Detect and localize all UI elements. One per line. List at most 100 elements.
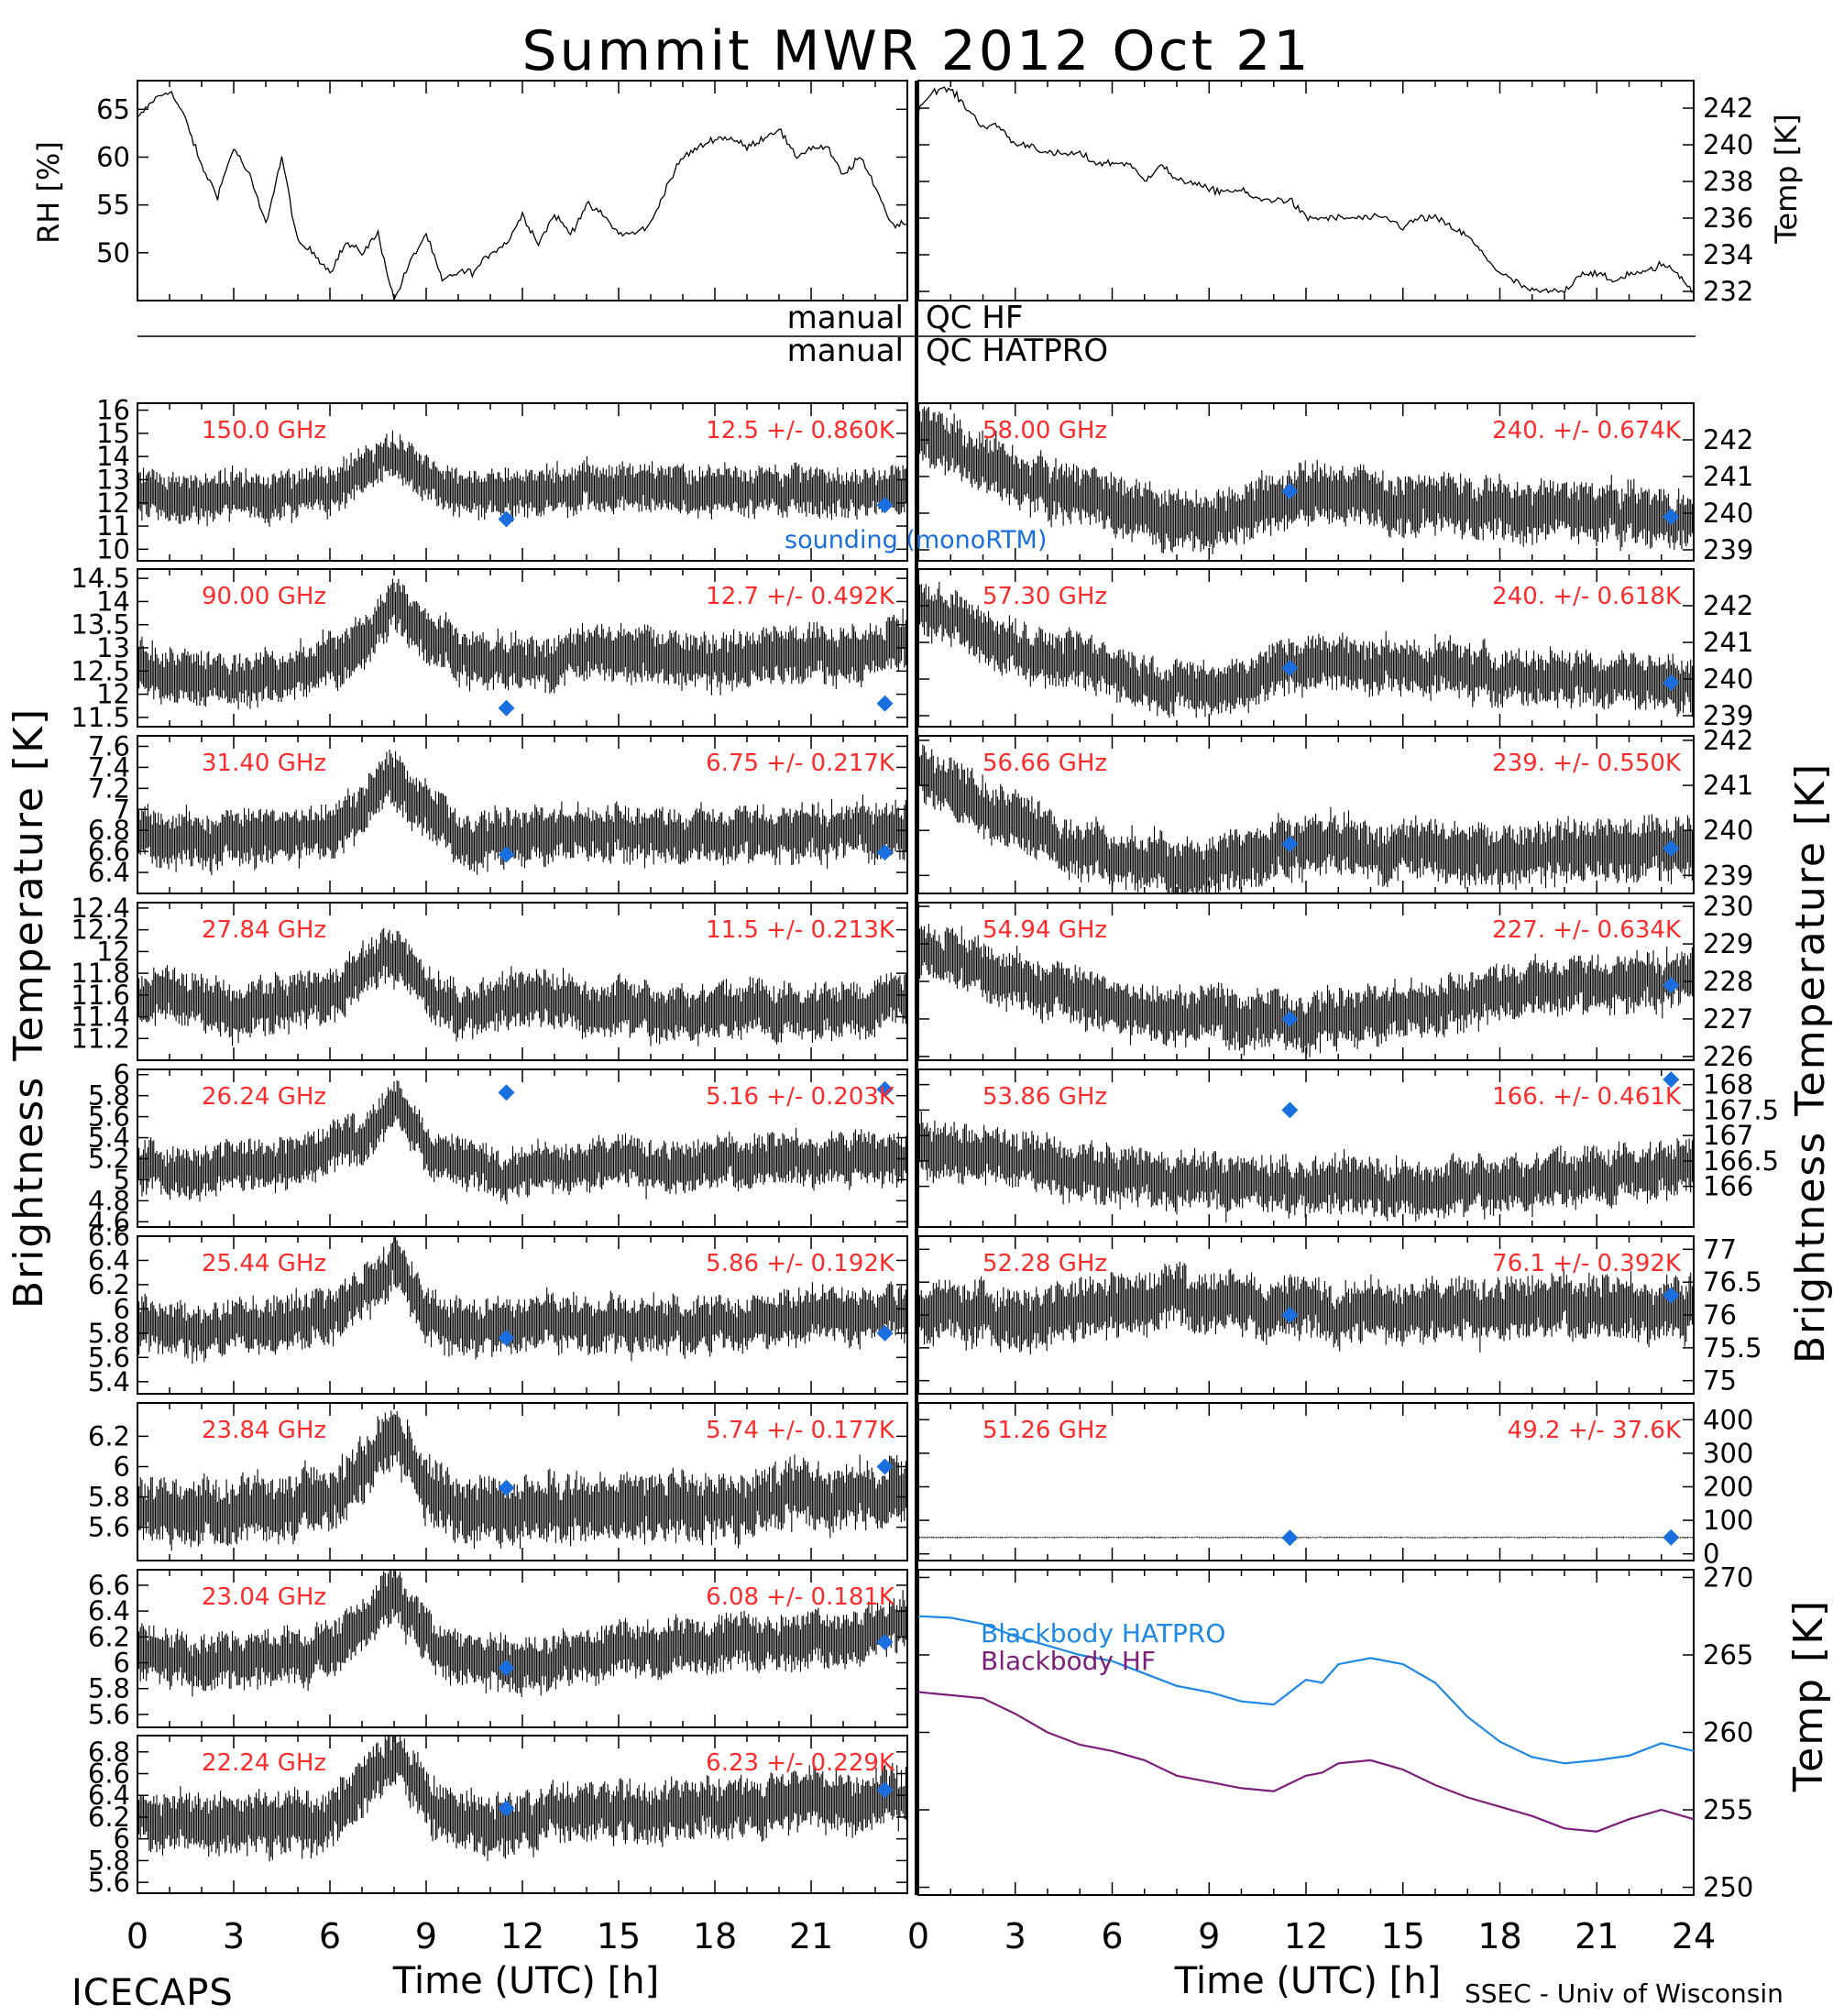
left-channel-7-ytick-label: 6 xyxy=(114,1648,130,1679)
right-channel-3-sounding-point-0 xyxy=(1281,1010,1299,1027)
right-channel-6-ytick-label: 200 xyxy=(1703,1471,1753,1502)
legend-blackbody-hf: Blackbody HF xyxy=(981,1646,1156,1676)
right-channel-5-frequency: 52.28 GHz xyxy=(982,1250,1107,1277)
left-channel-7-sounding-point-1 xyxy=(876,1633,894,1650)
left-channel-5-frequency: 25.44 GHz xyxy=(202,1250,326,1277)
right-channel-0-ytick-label: 240 xyxy=(1703,498,1753,529)
right-channel-5-ytick-label: 76 xyxy=(1703,1299,1737,1331)
blackbody-panel-ytick-label: 260 xyxy=(1703,1717,1753,1748)
right-channel-0-sounding-point-1 xyxy=(1663,509,1680,525)
right-channel-6-frequency: 51.26 GHz xyxy=(982,1417,1107,1444)
temp-panel-ytick-label: 238 xyxy=(1703,166,1753,197)
x-axis-label-right: Time (UTC) [h] xyxy=(1174,1960,1441,2002)
left-channel-3-statistic: 11.5 +/- 0.213K xyxy=(706,916,895,944)
left-channel-2-ytick-label: 6.8 xyxy=(88,815,130,846)
blackbody-panel: 250 255 260 265 270 Blackbody HATPROBlackbody… xyxy=(917,1561,1753,1903)
blackbody-panel-ytick-label: 265 xyxy=(1703,1639,1753,1671)
left-channel-3-ytick-label: 11.2 xyxy=(71,1023,130,1054)
rh-panel: 50 55 60 65 xyxy=(96,80,908,302)
left-channel-1-ytick-label: 14.5 xyxy=(71,563,130,594)
left-channel-7: 5.65.866.26.46.6 23.04 GHz 6.08 +/- 0.181K xyxy=(88,1569,908,1730)
left-channel-2-sounding-point-1 xyxy=(876,844,894,861)
left-channel-2-statistic: 6.75 +/- 0.217K xyxy=(706,750,895,777)
x-tick-label-left: 15 xyxy=(597,1916,641,1956)
x-tick-label-right: 3 xyxy=(1004,1916,1026,1956)
right-channel-5-statistic: 76.1 +/- 0.392K xyxy=(1492,1250,1682,1277)
qc-hf-label: QC HF xyxy=(926,300,1023,336)
temp-axis-label: Temp [K] xyxy=(1769,114,1804,244)
right-channel-0-frequency: 58.00 GHz xyxy=(982,417,1107,444)
left-channel-0-ytick-label: 12 xyxy=(96,488,130,519)
right-channel-0-statistic: 240. +/- 0.674K xyxy=(1492,417,1682,444)
left-channel-6-sounding-point-0 xyxy=(498,1479,515,1496)
left-channel-0-ytick-label: 16 xyxy=(96,395,130,426)
right-channel-1: 239 240 241 242 57.30 GHz 240. +/- 0.618K xyxy=(917,568,1753,731)
left-channel-4-trace xyxy=(137,1080,908,1205)
right-channel-3-ytick-label: 229 xyxy=(1703,928,1753,959)
left-channel-0-frequency: 150.0 GHz xyxy=(202,417,326,444)
left-channel-0-statistic: 12.5 +/- 0.860K xyxy=(706,417,895,444)
x-tick-label-left: 9 xyxy=(415,1916,437,1956)
right-tb-axis-label: Brightness Temperature [K] xyxy=(1787,762,1833,1364)
left-channel-5: 5.45.65.866.26.46.6 25.44 GHz 5.86 +/- 0.1… xyxy=(88,1221,908,1397)
left-channel-1-ytick-label: 13.5 xyxy=(71,609,130,641)
left-channel-4: 4.64.855.25.45.65.86 26.24 GHz 5.16 +/- 0.… xyxy=(88,1059,908,1237)
right-channel-5-sounding-point-1 xyxy=(1663,1287,1680,1304)
left-channel-3-ytick-label: 11.4 xyxy=(71,1002,130,1033)
right-channel-1-ytick-label: 241 xyxy=(1703,627,1753,658)
rh-panel-frame xyxy=(137,80,908,301)
x-tick-label-right: 21 xyxy=(1575,1916,1619,1956)
left-channel-2-sounding-point-0 xyxy=(498,846,515,863)
right-channel-4-ytick-label: 167.5 xyxy=(1703,1094,1779,1125)
left-channel-8-sounding-point-1 xyxy=(876,1781,894,1799)
rh-panel-ytick-label: 50 xyxy=(96,237,130,268)
right-channel-2-statistic: 239. +/- 0.550K xyxy=(1492,750,1682,777)
right-channel-5-sounding-point-0 xyxy=(1281,1307,1299,1323)
left-channel-7-trace xyxy=(137,1571,908,1697)
right-channel-3-ytick-label: 228 xyxy=(1703,966,1753,997)
icecaps-label: ICECAPS xyxy=(71,1972,234,2014)
qc-hatpro-label: QC HATPRO xyxy=(926,333,1108,369)
x-tick-labels-left: 0 3 6 9 12 15 18 21 xyxy=(126,1916,833,1956)
left-channel-4-ytick-label: 5 xyxy=(114,1164,130,1195)
ssec-label: SSEC - Univ of Wisconsin xyxy=(1465,1978,1784,2009)
left-channel-5-ytick-label: 6 xyxy=(114,1293,130,1324)
left-channel-1-trace xyxy=(137,578,908,710)
left-channel-6: 5.65.866.2 23.84 GHz 5.74 +/- 0.177K xyxy=(88,1402,908,1561)
left-channel-0-sounding-point-1 xyxy=(876,497,894,514)
right-channel-1-frequency: 57.30 GHz xyxy=(982,583,1107,610)
temp-panel-ytick-label: 236 xyxy=(1703,203,1753,234)
left-channel-6-ytick-label: 6 xyxy=(114,1451,130,1482)
x-tick-label-right: 9 xyxy=(1198,1916,1220,1956)
left-channel-2-ytick-label: 6.4 xyxy=(88,857,130,888)
left-channel-2-ytick-label: 7.2 xyxy=(88,772,130,804)
right-channel-2-ytick-label: 240 xyxy=(1703,815,1753,846)
blackbody-panel-ytick-label: 255 xyxy=(1703,1794,1753,1825)
left-channel-4-ytick-label: 5.8 xyxy=(88,1080,130,1112)
left-channel-5-ytick-label: 6.4 xyxy=(88,1244,130,1276)
left-channel-8-ytick-label: 6.8 xyxy=(88,1737,130,1768)
left-channel-5-ytick-label: 5.4 xyxy=(88,1366,130,1397)
left-channel-1-ytick-label: 14 xyxy=(96,586,130,617)
left-channel-4-frequency: 26.24 GHz xyxy=(202,1083,326,1111)
left-channel-0-ytick-label: 15 xyxy=(96,418,130,449)
left-channel-8-statistic: 6.23 +/- 0.229K xyxy=(706,1749,895,1777)
left-channel-2-ytick-label: 7.6 xyxy=(88,730,130,761)
right-channel-3-ytick-label: 227 xyxy=(1703,1003,1753,1035)
left-channel-5-sounding-point-0 xyxy=(498,1330,515,1347)
temp-panel-ytick-label: 232 xyxy=(1703,276,1753,307)
x-tick-label-left: 6 xyxy=(319,1916,341,1956)
right-channel-4-ytick-label: 166 xyxy=(1703,1171,1753,1202)
left-channel-6-statistic: 5.74 +/- 0.177K xyxy=(706,1417,895,1444)
blackbody-panel-ytick-label: 270 xyxy=(1703,1561,1753,1593)
left-channel-1-frequency: 90.00 GHz xyxy=(202,583,326,610)
left-channel-6-trace xyxy=(137,1410,908,1551)
right-channel-1-ytick-label: 240 xyxy=(1703,663,1753,695)
